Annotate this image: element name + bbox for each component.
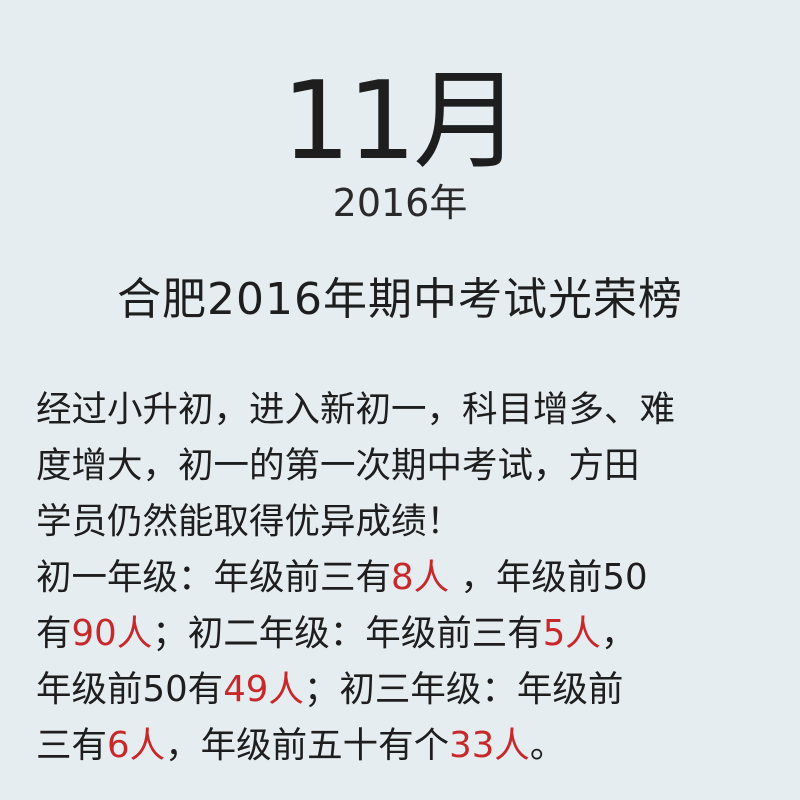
grade2-label: ；初二年级：年级前三有	[152, 613, 543, 654]
grade1-label: 初一年级：年级前三有	[36, 557, 392, 598]
grade3-top3-count: 6人	[107, 725, 166, 766]
month-title: 11月	[281, 59, 521, 184]
year-subtitle: 2016年	[332, 181, 468, 225]
results-line-4: 三有6人，年级前五十有个33人。	[36, 718, 772, 774]
grade2-top50-label: 年级前50有	[36, 669, 224, 710]
grade3-top50-count: 33人	[449, 725, 530, 766]
grade2-comma: ，	[600, 613, 637, 654]
grade2-top50-count: 49人	[223, 669, 304, 710]
grade1-top50-label: ，年级前50	[449, 557, 648, 598]
grade1-has-text: 有	[36, 613, 72, 654]
headline: 合肥2016年期中考试光荣榜	[117, 274, 683, 325]
grade3-end: 。	[529, 725, 566, 766]
grade1-top50-count: 90人	[71, 613, 153, 654]
grade3-top3-label: 三有	[36, 725, 108, 766]
article-body: 经过小升初，进入新初一，科目增多、难 度增大，初一的第一次期中考试，方田 学员仍…	[36, 382, 772, 774]
intro-line: 学员仍然能取得优异成绩！	[36, 501, 463, 542]
intro-line: 经过小升初，进入新初一，科目增多、难	[36, 389, 676, 430]
results-line-2: 有90人；初二年级：年级前三有5人，	[36, 606, 772, 662]
intro-line: 度增大，初一的第一次期中考试，方田	[36, 445, 640, 486]
results-line-3: 年级前50有49人；初三年级：年级前	[36, 662, 772, 718]
grade3-top50-label: ，年级前五十有个	[165, 725, 450, 766]
grade3-label: ；初三年级：年级前	[303, 669, 624, 710]
grade1-top3-count: 8人	[391, 557, 450, 598]
grade2-top3-count: 5人	[542, 613, 601, 654]
results-line-1: 初一年级：年级前三有8人 ，年级前50	[36, 550, 772, 606]
